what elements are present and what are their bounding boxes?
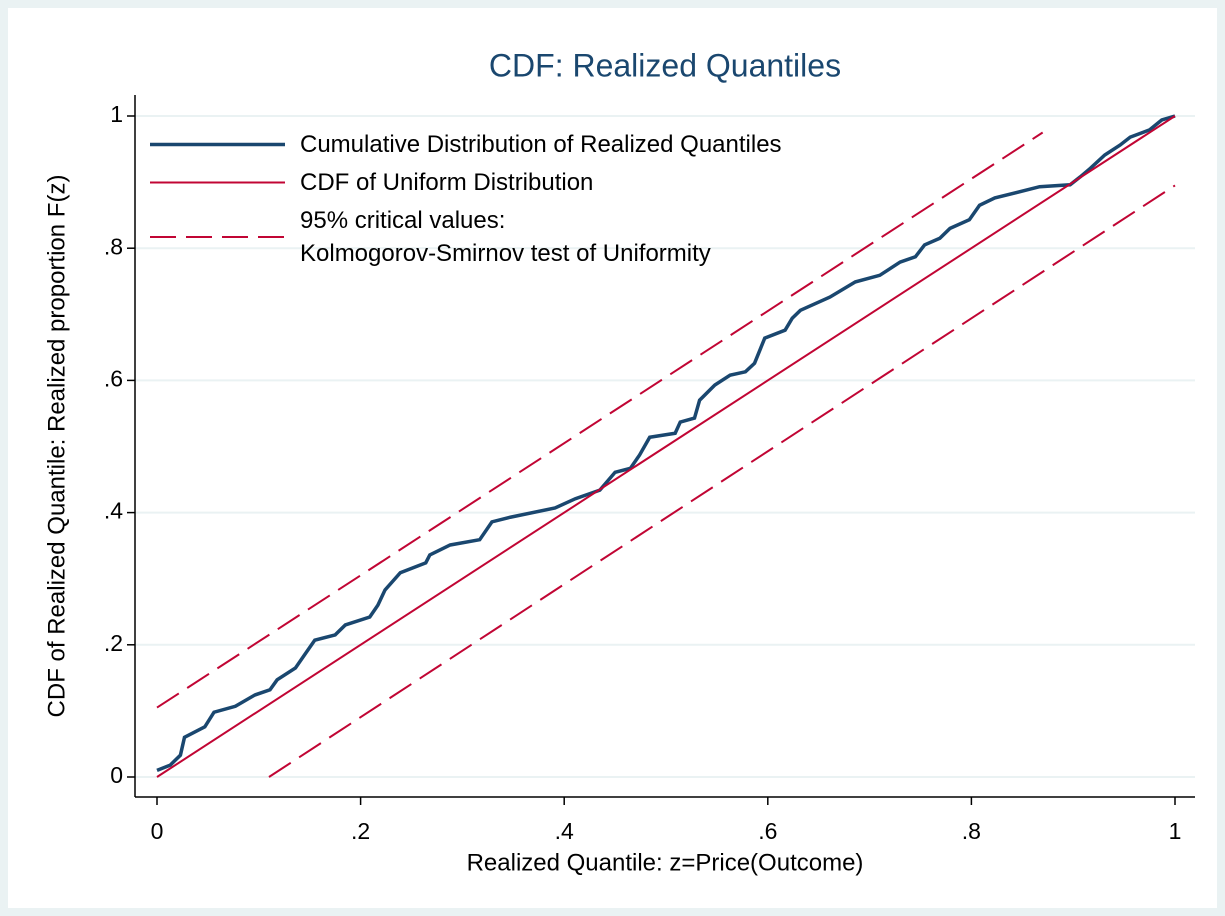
- legend-label: Cumulative Distribution of Realized Quan…: [300, 131, 782, 158]
- y-tick-label: 0: [110, 762, 123, 788]
- x-tick-label: .2: [351, 818, 370, 844]
- x-axis-label: Realized Quantile: z=Price(Outcome): [467, 849, 864, 876]
- y-tick-label: .6: [104, 365, 123, 391]
- legend-label: 95% critical values: Kolmogorov-Smirnov …: [300, 207, 711, 267]
- chart-title: CDF: Realized Quantiles: [489, 47, 841, 83]
- x-tick-label: .6: [758, 818, 777, 844]
- y-tick-label: .4: [104, 498, 123, 524]
- series-line: [268, 184, 1176, 778]
- x-tick-label: 1: [1169, 818, 1182, 844]
- x-tick-label: .4: [555, 818, 574, 844]
- series-line: [156, 114, 1176, 773]
- x-tick-label: .8: [962, 818, 981, 844]
- x-tick-label: 0: [151, 818, 164, 844]
- graph-region: [8, 8, 1217, 908]
- legend-label: CDF of Uniform Distribution: [300, 169, 594, 196]
- series-line: [156, 131, 1044, 709]
- y-axis-label: CDF of Realized Quantile: Realized propo…: [43, 175, 70, 718]
- y-tick-label: .2: [104, 630, 123, 656]
- y-tick-label: 1: [110, 101, 123, 127]
- y-tick-label: .8: [104, 233, 123, 259]
- series-line: [156, 115, 1176, 778]
